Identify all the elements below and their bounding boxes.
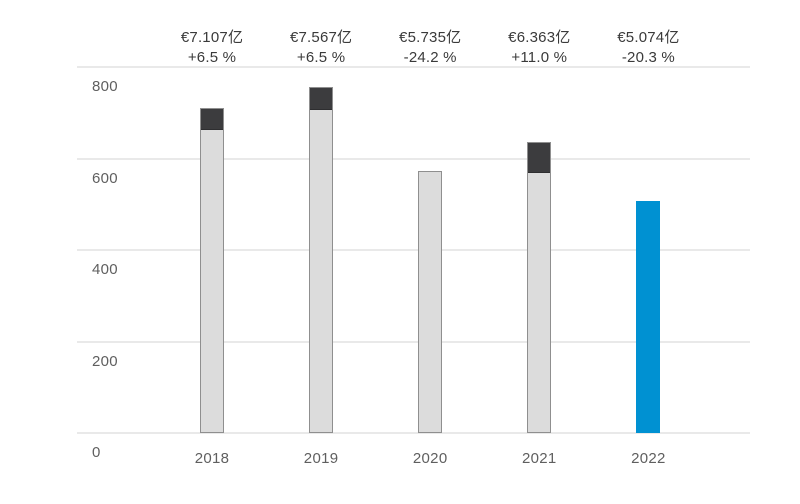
gridline: [77, 249, 750, 251]
bar-annotation-2020: €5.735亿 -24.2 %: [399, 28, 461, 68]
bar-annotation-2018: €7.107亿 +6.5 %: [181, 28, 243, 68]
x-tick-label-2018: 2018: [194, 450, 230, 467]
bar-2020: [418, 170, 443, 433]
y-tick-label: 200: [92, 352, 118, 370]
y-tick-label: 800: [92, 78, 118, 95]
bar-2021: [527, 141, 552, 433]
gridline: [77, 432, 750, 434]
annotation-value: €7.107亿: [180, 29, 244, 46]
y-tick-label: 0: [92, 444, 101, 461]
plot-area: [77, 66, 750, 434]
bar-increase-cap: [201, 108, 223, 130]
bar-annotation-2021: €6.363亿 +11.0 %: [508, 28, 570, 68]
annotation-change: +11.0 %: [511, 49, 568, 66]
annotation-change: -20.3 %: [621, 49, 675, 66]
gridline: [77, 340, 750, 343]
x-tick-label-2022: 2022: [631, 450, 666, 467]
bar-2018: [200, 107, 224, 433]
annotation-change: +6.5 %: [187, 49, 237, 66]
x-tick-label-2021: 2021: [522, 450, 557, 467]
bar-2019: [309, 86, 334, 433]
bar-annotation-2022: €5.074亿 -20.3 %: [617, 28, 679, 68]
gridline: [77, 66, 750, 68]
y-tick-label: 600: [92, 169, 118, 187]
annotation-value: €5.074亿: [617, 29, 680, 46]
annotation-value: €5.735亿: [399, 29, 462, 46]
bar-2022: [636, 200, 661, 433]
bar-increase-cap: [310, 87, 333, 110]
bar-annotation-2019: €7.567亿 +6.5 %: [290, 28, 352, 68]
x-tick-label-2020: 2020: [412, 450, 448, 467]
annotation-value: €7.567亿: [289, 29, 353, 46]
x-tick-label-2019: 2019: [303, 450, 339, 467]
bar-increase-cap: [528, 142, 551, 173]
annotation-change: +6.5 %: [296, 49, 346, 66]
gridline: [77, 157, 750, 160]
annotation-value: €6.363亿: [508, 29, 571, 46]
y-tick-label: 400: [92, 261, 118, 278]
annotation-change: -24.2 %: [403, 49, 457, 66]
